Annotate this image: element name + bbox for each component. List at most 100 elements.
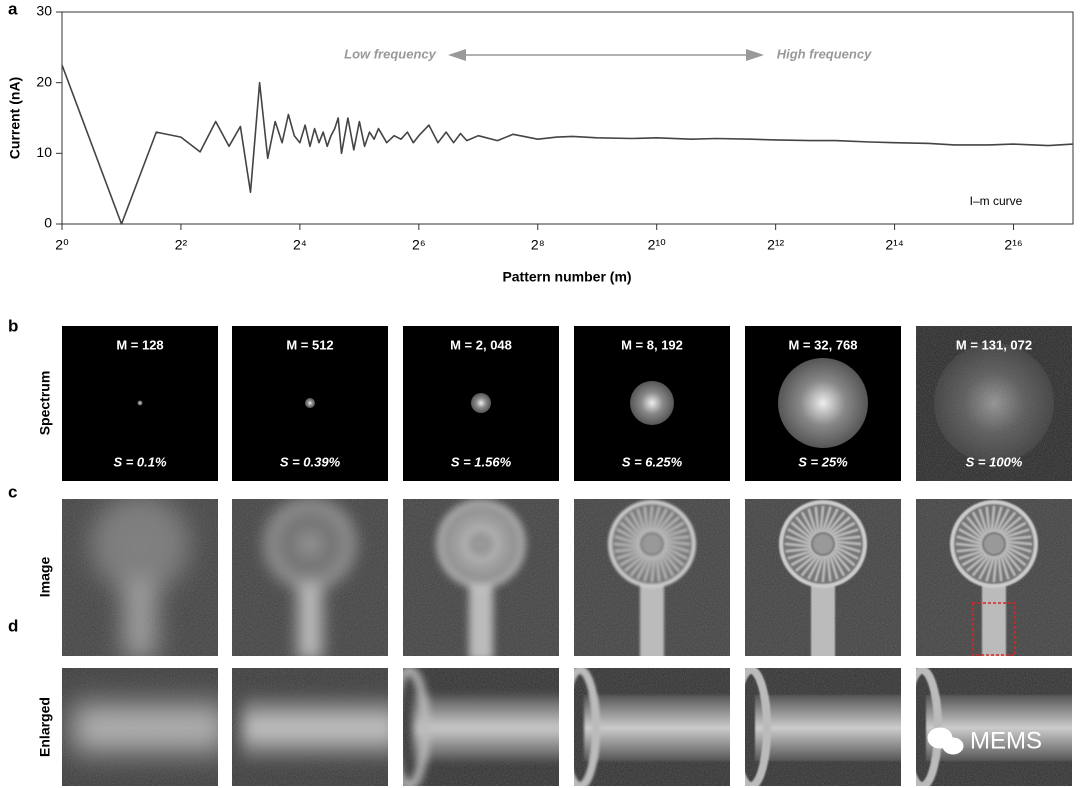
fan-blade — [800, 511, 816, 537]
fan-blade — [961, 551, 987, 567]
fan-blade — [648, 505, 654, 533]
fan — [96, 500, 184, 656]
fan-handle — [811, 575, 835, 656]
arrow — [448, 49, 764, 61]
fan-blade — [828, 553, 839, 580]
enlarged-image — [62, 668, 218, 786]
spectrum-disc — [471, 393, 491, 413]
fan-blade — [490, 549, 509, 572]
fan-blade — [787, 528, 812, 543]
fan-blade — [659, 521, 685, 537]
fan-blade — [971, 554, 991, 577]
fan-blade — [958, 528, 983, 543]
fan-blade — [826, 554, 832, 582]
x-tick-label: 2¹² — [767, 237, 784, 253]
object-image — [62, 499, 218, 656]
enlarged-handle — [72, 695, 218, 761]
fan-blade — [834, 542, 861, 553]
fan-blade — [1001, 551, 1017, 577]
fan-blade — [997, 511, 1017, 534]
fan-blade — [445, 549, 472, 560]
fan-blade — [655, 554, 661, 582]
fan-blade — [821, 506, 832, 533]
fan-blade — [790, 521, 813, 541]
fan-blade — [443, 547, 471, 553]
fan-blade — [453, 553, 476, 572]
enlarged-object — [574, 668, 730, 786]
fan-blade — [442, 542, 470, 548]
fan-blade — [992, 555, 998, 583]
fan-hub — [130, 534, 150, 554]
fan-blade — [978, 555, 993, 580]
fan-blade — [790, 551, 816, 567]
fan-blade — [661, 549, 680, 572]
fan-blade — [653, 508, 668, 533]
fan-blade — [985, 555, 996, 582]
fan-blade — [643, 555, 654, 582]
fan-blade — [795, 553, 818, 572]
fan-blade — [443, 535, 470, 546]
fan-blade — [488, 521, 514, 537]
row-label: Image — [37, 557, 53, 598]
row-label: Enlarged — [37, 697, 53, 757]
fan-blade — [614, 547, 642, 553]
fan-blade — [465, 508, 476, 535]
enlarged-image — [745, 668, 901, 786]
m-label: M = 131, 072 — [956, 337, 1032, 352]
object-image — [916, 499, 1072, 656]
fan-hub — [642, 534, 662, 554]
fan-blade — [1003, 528, 1030, 539]
fan-handle — [469, 575, 493, 656]
fan-blade — [824, 508, 839, 533]
fan-blade — [1005, 545, 1030, 560]
y-tick-label: 10 — [36, 144, 52, 160]
m-label: M = 2, 048 — [450, 337, 512, 352]
fan-blade — [1005, 542, 1032, 553]
fan — [608, 500, 696, 656]
y-tick-label: 0 — [44, 215, 52, 231]
fan-blade — [990, 505, 996, 533]
fan-blade — [795, 516, 814, 539]
panel-letter: d — [8, 616, 18, 635]
enlarged-rim — [745, 668, 771, 786]
fan-blade — [492, 540, 520, 546]
enlarged-object — [745, 668, 901, 786]
fan-blade — [956, 535, 983, 546]
fan-blade — [995, 508, 1010, 533]
fan-blade — [629, 554, 649, 577]
fan-blade — [448, 521, 471, 541]
fan-blade — [966, 553, 989, 572]
y-axis-label: Current (nA) — [7, 77, 23, 159]
fan-blade — [992, 506, 1003, 533]
x-tick-label: 2⁴ — [293, 237, 307, 253]
enlarged-image — [916, 668, 1072, 786]
spectrum-disc — [137, 400, 143, 406]
plot-frame — [61, 11, 1074, 225]
enlarged-object — [72, 695, 218, 761]
fan-blade — [807, 508, 818, 535]
object-image — [232, 499, 388, 656]
fan-blade — [833, 535, 861, 541]
enlarged-handle — [413, 695, 559, 761]
x-tick-label: 2¹⁰ — [648, 237, 666, 253]
fan-blade — [961, 521, 984, 541]
fan-hub — [300, 534, 320, 554]
fan-blade — [832, 528, 859, 539]
fan-blade — [997, 554, 1003, 582]
fan-blade — [833, 547, 856, 567]
fan-blade — [1005, 540, 1033, 546]
x-tick-label: 2¹⁶ — [1004, 237, 1022, 253]
y-tick-label: 30 — [36, 3, 52, 19]
fan-blade — [663, 545, 688, 560]
object-image — [403, 499, 559, 656]
fan-blade — [629, 511, 645, 537]
spectrum-disc — [630, 381, 674, 425]
fan-blade — [616, 528, 641, 543]
enlarged-image — [232, 668, 388, 786]
watermark-text: MEMS — [970, 727, 1042, 754]
zoom-box — [972, 602, 1016, 656]
fan-blade — [657, 516, 680, 535]
fan-blade — [661, 528, 688, 539]
s-label: S = 100% — [966, 454, 1023, 469]
